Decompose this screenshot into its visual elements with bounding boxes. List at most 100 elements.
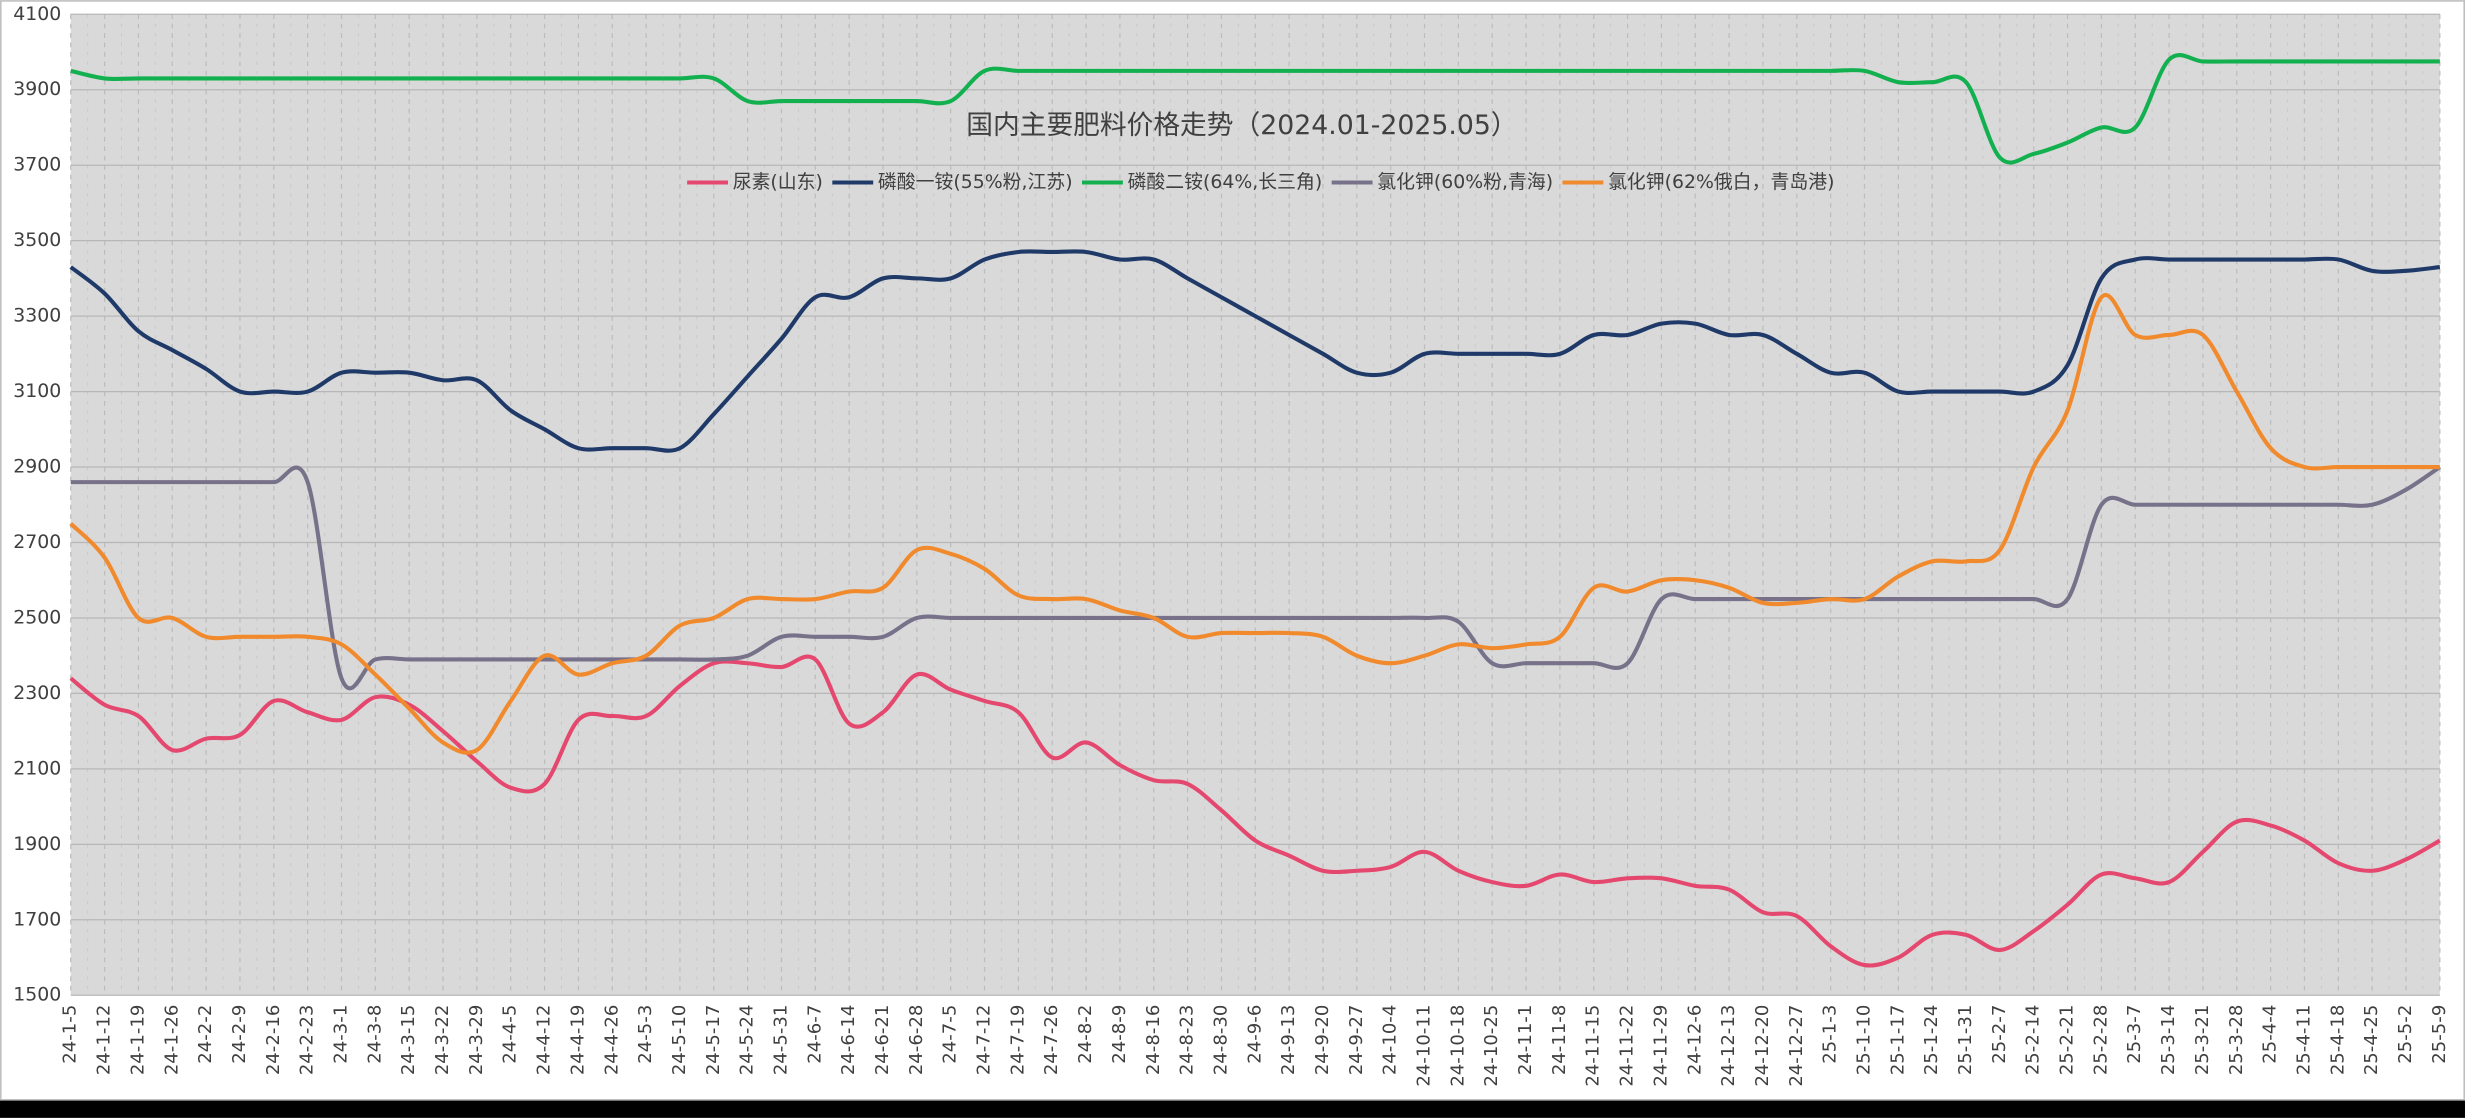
- y-tick-label: 1500: [13, 984, 61, 1006]
- x-tick-label: 24-5-3: [635, 1005, 656, 1064]
- x-tick-label: 24-1-19: [127, 1005, 148, 1076]
- y-tick-label: 2100: [13, 757, 61, 779]
- x-tick-label: 25-3-7: [2124, 1005, 2145, 1064]
- x-tick-label: 24-3-22: [432, 1005, 453, 1076]
- x-tick-label: 24-11-22: [1617, 1005, 1638, 1087]
- x-tick-label: 24-9-6: [1244, 1005, 1265, 1064]
- x-tick-label: 24-7-5: [940, 1005, 961, 1064]
- x-tick-label: 24-4-19: [567, 1005, 588, 1076]
- x-tick-label: 24-6-7: [804, 1005, 825, 1064]
- x-tick-label: 25-2-21: [2057, 1005, 2078, 1076]
- y-tick-label: 2300: [13, 682, 61, 704]
- x-tick-label: 24-2-23: [297, 1005, 318, 1076]
- y-tick-label: 3500: [13, 229, 61, 251]
- x-tick-label: 24-5-31: [770, 1005, 791, 1076]
- legend-label: 尿素(山东): [733, 171, 823, 193]
- x-tick-label: 24-3-15: [398, 1005, 419, 1076]
- x-tick-label: 24-7-12: [974, 1005, 995, 1076]
- x-tick-label: 24-9-20: [1312, 1005, 1333, 1076]
- series-line: [69, 292, 2440, 755]
- x-tick-label: 24-10-11: [1414, 1005, 1435, 1087]
- x-tick-label: 25-4-4: [2260, 1005, 2281, 1064]
- x-tick-label: 24-9-27: [1346, 1005, 1367, 1076]
- legend-label: 磷酸二铵(64%,长三角): [1128, 171, 1323, 193]
- x-tick-label: 24-1-12: [94, 1005, 115, 1076]
- x-tick-label: 24-11-29: [1650, 1005, 1671, 1087]
- x-tick-label: 24-1-26: [161, 1005, 182, 1076]
- x-tick-label: 24-9-13: [1278, 1005, 1299, 1076]
- series-line: [70, 53, 2440, 165]
- y-tick-label: 2900: [13, 456, 61, 478]
- y-tick-label: 4100: [13, 3, 61, 25]
- series-line: [69, 249, 2441, 453]
- x-tick-label: 25-1-3: [1820, 1005, 1841, 1064]
- x-tick-label: 24-10-25: [1481, 1005, 1502, 1087]
- x-tick-label: 24-3-8: [364, 1005, 385, 1064]
- y-tick-label: 2500: [13, 606, 61, 628]
- x-tick-label: 24-12-13: [1718, 1005, 1739, 1087]
- x-tick-label: 25-4-25: [2361, 1005, 2382, 1076]
- x-tick-label: 25-1-10: [1853, 1005, 1874, 1076]
- x-tick-label: 24-5-17: [703, 1005, 724, 1076]
- x-tick-label: 24-3-1: [330, 1005, 351, 1064]
- x-tick-label: 24-2-2: [195, 1005, 216, 1064]
- legend-label: 氯化钾(62%俄白，青岛港): [1608, 171, 1834, 193]
- x-tick-label: 25-4-18: [2327, 1005, 2348, 1076]
- x-tick-label: 24-8-16: [1143, 1005, 1164, 1076]
- x-tick-label: 25-4-11: [2293, 1005, 2314, 1076]
- legend-item: 磷酸一铵(55%粉,江苏): [832, 171, 1073, 193]
- x-tick-label: 24-6-28: [906, 1005, 927, 1076]
- legend-label: 磷酸一铵(55%粉,江苏): [878, 171, 1073, 193]
- x-tick-label: 24-2-9: [229, 1005, 250, 1064]
- x-tick-label: 24-8-9: [1109, 1005, 1130, 1064]
- x-tick-label: 24-5-24: [737, 1005, 758, 1076]
- x-tick-label: 25-5-9: [2429, 1005, 2450, 1064]
- x-tick-label: 24-11-8: [1549, 1005, 1570, 1076]
- x-tick-label: 24-7-19: [1007, 1005, 1028, 1076]
- legend-label: 氯化钾(60%粉,青海): [1377, 171, 1553, 193]
- x-tick-label: 25-2-14: [2023, 1005, 2044, 1076]
- x-tick-label: 24-2-16: [263, 1005, 284, 1076]
- x-tick-label: 25-3-28: [2226, 1005, 2247, 1076]
- bottom-strip: [0, 1100, 2465, 1118]
- legend-item: 磷酸二铵(64%,长三角): [1081, 171, 1323, 193]
- x-tick-label: 24-11-15: [1583, 1005, 1604, 1087]
- x-tick-label: 24-6-14: [838, 1005, 859, 1076]
- chart-title: 国内主要肥料价格走势（2024.01-2025.05）: [966, 110, 1517, 141]
- x-tick-label: 24-12-6: [1684, 1005, 1705, 1076]
- x-tick-label: 24-4-12: [534, 1005, 555, 1076]
- x-tick-label: 24-10-4: [1380, 1005, 1401, 1076]
- x-tick-label: 24-12-20: [1752, 1005, 1773, 1087]
- x-tick-label: 25-1-24: [1921, 1005, 1942, 1076]
- x-tick-label: 24-4-5: [500, 1005, 521, 1064]
- x-tick-label: 25-2-7: [1989, 1005, 2010, 1064]
- x-tick-label: 24-3-29: [466, 1005, 487, 1076]
- x-tick-label: 24-6-21: [872, 1005, 893, 1076]
- lines: [69, 53, 2441, 968]
- x-tick-label: 25-5-2: [2395, 1005, 2416, 1064]
- x-tick-label: 24-4-26: [601, 1005, 622, 1076]
- legend: 尿素(山东) 磷酸一铵(55%粉,江苏) 磷酸二铵(64%,长三角) 氯化钾(60%粉…: [687, 171, 1834, 193]
- y-tick-label: 2700: [13, 531, 61, 553]
- y-tick-label: 3300: [13, 305, 61, 327]
- legend-item: 尿素(山东): [687, 171, 823, 193]
- x-tick-label: 24-8-30: [1210, 1005, 1231, 1076]
- y-tick-label: 3900: [13, 78, 61, 100]
- x-tick-label: 25-3-21: [2192, 1005, 2213, 1076]
- x-tick-label: 25-3-14: [2158, 1005, 2179, 1076]
- x-tick-label: 24-8-23: [1177, 1005, 1198, 1076]
- y-tick-label: 1700: [13, 908, 61, 930]
- x-tick-label: 25-1-31: [1955, 1005, 1976, 1076]
- x-tick-label: 24-1-5: [60, 1005, 81, 1064]
- x-tick-label: 24-11-1: [1515, 1005, 1536, 1076]
- x-tick-label: 24-10-18: [1447, 1005, 1468, 1087]
- legend-item: 氯化钾(62%俄白，青岛港): [1562, 171, 1834, 193]
- y-tick-label: 3700: [13, 154, 61, 176]
- series-line: [70, 465, 2441, 691]
- y-tick-label: 1900: [13, 833, 61, 855]
- legend-item: 氯化钾(60%粉,青海): [1331, 171, 1553, 193]
- grid: [70, 13, 2441, 996]
- x-tick-label: 24-8-2: [1075, 1005, 1096, 1064]
